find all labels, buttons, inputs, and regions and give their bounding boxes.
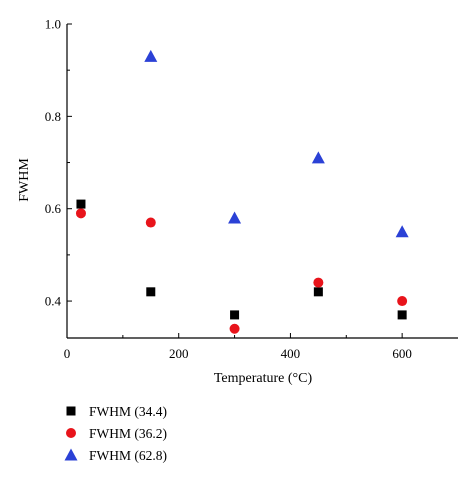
square-point xyxy=(230,310,240,320)
y-tick-label: 0.6 xyxy=(45,201,62,216)
y-axis-label: FWHM xyxy=(17,158,32,202)
x-tick-label: 600 xyxy=(392,346,412,361)
legend-marker xyxy=(64,448,78,461)
triangle-point xyxy=(395,225,409,238)
legend: FWHM (34.4) FWHM (36.2) FWHM (62.8) xyxy=(64,404,167,463)
square-point xyxy=(397,310,407,320)
axes xyxy=(66,24,458,339)
square-point xyxy=(313,287,323,297)
circle-point xyxy=(145,217,156,228)
triangle-point xyxy=(311,151,325,164)
legend-label: FWHM (34.4) xyxy=(89,404,167,419)
x-tick-label: 0 xyxy=(64,346,71,361)
y-tick-label: 0.8 xyxy=(45,109,61,124)
square-point xyxy=(76,199,86,209)
y-tick-label: 1.0 xyxy=(45,17,61,32)
legend-marker xyxy=(66,428,76,438)
circle-point xyxy=(229,323,240,334)
triangle-point xyxy=(144,49,158,62)
ticks: 0 200 400 600 0.4 0.6 0.8 1.0 xyxy=(45,17,412,362)
x-tick-label: 400 xyxy=(281,346,301,361)
legend-label: FWHM (36.2) xyxy=(89,426,167,441)
x-axis-label: Temperature (°C) xyxy=(214,371,313,386)
triangle-point xyxy=(228,211,242,224)
legend-marker xyxy=(66,406,76,416)
circle-point xyxy=(75,208,86,219)
data-points xyxy=(75,49,409,334)
y-tick-label: 0.4 xyxy=(45,294,62,309)
circle-point xyxy=(397,296,408,307)
legend-label: FWHM (62.8) xyxy=(89,448,167,463)
x-tick-label: 200 xyxy=(169,346,189,361)
square-point xyxy=(146,287,156,297)
circle-point xyxy=(313,277,324,288)
